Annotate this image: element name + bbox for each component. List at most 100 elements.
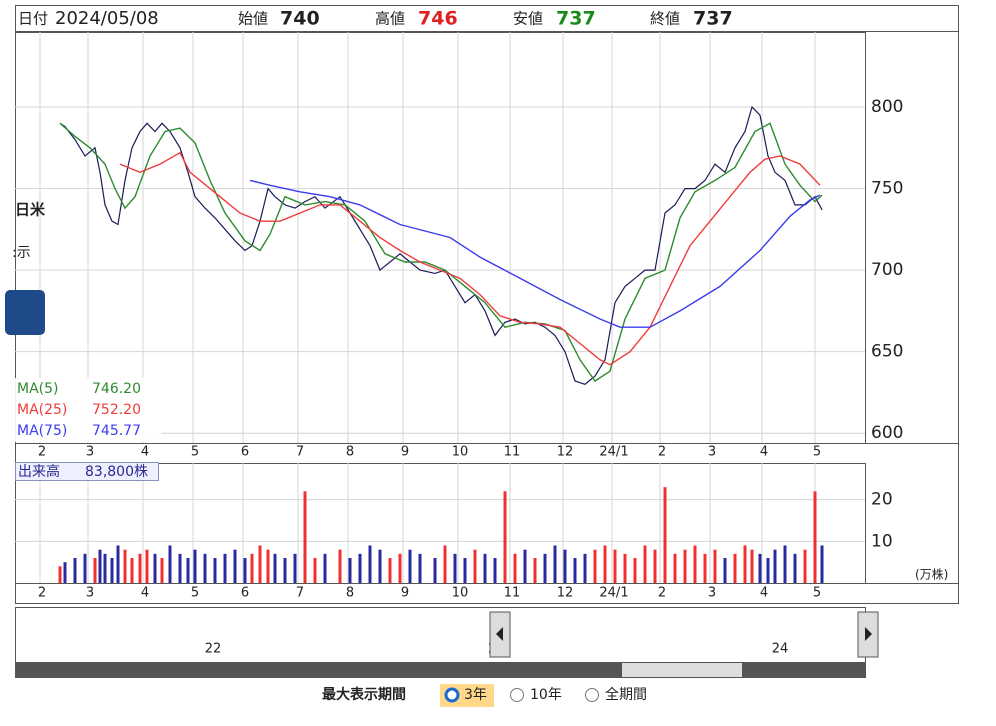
- x-tick-label: 8: [346, 445, 354, 460]
- navigator-label: 22: [205, 642, 222, 657]
- x-tick-label: 9: [401, 445, 409, 460]
- volume-bar: [123, 549, 127, 583]
- x-tick-label: 3: [86, 445, 94, 460]
- volume-bar: [773, 549, 777, 583]
- volume-bar: [178, 553, 182, 583]
- volume-bar: [683, 549, 687, 583]
- x-tick-label: 7: [296, 445, 304, 460]
- x-tick-label: 5: [813, 445, 821, 460]
- volume-bar: [463, 558, 467, 583]
- volume-bar: [820, 545, 824, 583]
- period-option[interactable]: 10年: [530, 687, 562, 703]
- navigator-frame: [15, 607, 866, 663]
- volume-title: 出来高: [18, 463, 60, 480]
- x-tick-label: 2: [658, 586, 666, 601]
- volume-bar: [803, 549, 807, 583]
- volume-bar: [743, 545, 747, 583]
- radio[interactable]: [585, 688, 599, 702]
- close: 737: [693, 8, 733, 30]
- volume-bar: [203, 553, 207, 583]
- period-option[interactable]: 3年: [464, 687, 487, 703]
- x-tick-label: 4: [760, 445, 768, 460]
- y-tick-label: 20: [871, 490, 893, 510]
- x-tick-label: 7: [296, 586, 304, 601]
- volume-bar: [503, 491, 507, 583]
- y-tick-label: 10: [871, 531, 893, 551]
- x-tick-label: 3: [708, 445, 716, 460]
- volume-bar: [266, 549, 270, 583]
- legend-value: 752.20: [92, 402, 141, 418]
- volume-bar: [693, 545, 697, 583]
- volume-bar: [633, 558, 637, 583]
- price-line: [249, 179, 821, 328]
- volume-bar: [673, 553, 677, 583]
- x-tick-label: 10: [452, 586, 469, 601]
- legend-name: MA(25): [17, 402, 67, 418]
- x-tick-label: 4: [141, 445, 149, 460]
- volume-bar: [543, 553, 547, 583]
- volume-bar: [258, 545, 262, 583]
- volume-bar: [388, 558, 392, 583]
- volume-bar: [643, 545, 647, 583]
- volume-bar: [453, 553, 457, 583]
- volume-bar: [250, 553, 254, 583]
- price-line: [59, 105, 823, 385]
- volume-bar: [750, 549, 754, 583]
- scroll-thumb[interactable]: [622, 663, 742, 677]
- sidebar-button[interactable]: [5, 290, 45, 335]
- radio[interactable]: [510, 688, 524, 702]
- volume-bar: [398, 553, 402, 583]
- volume-bar: [313, 558, 317, 583]
- y-tick-label: 650: [871, 342, 903, 362]
- volume-bar: [283, 558, 287, 583]
- volume-bar: [348, 558, 352, 583]
- volume-bar: [733, 553, 737, 583]
- volume-bar: [223, 553, 227, 583]
- close-label: 終値: [650, 10, 680, 28]
- high-label: 高値: [375, 10, 405, 28]
- sidebar-text: :示: [12, 245, 31, 261]
- volume-bar: [493, 558, 497, 583]
- x-tick-label: 2: [38, 445, 46, 460]
- volume-bar: [583, 553, 587, 583]
- x-tick-label: 2: [658, 445, 666, 460]
- x-tick-label: 4: [141, 586, 149, 601]
- volume-bar: [358, 553, 362, 583]
- x-tick-label: 2: [38, 586, 46, 601]
- volume-bar: [713, 549, 717, 583]
- volume-bar: [553, 545, 557, 583]
- navigator-label: 24: [772, 642, 789, 657]
- price-line: [119, 151, 821, 366]
- date: 2024/05/08: [55, 8, 159, 29]
- volume-bar: [653, 549, 657, 583]
- volume-bar: [323, 553, 327, 583]
- low-label: 安値: [513, 10, 543, 28]
- y-tick-label: 600: [871, 423, 903, 443]
- volume-bar: [243, 558, 247, 583]
- volume-bar: [533, 558, 537, 583]
- volume-bar: [603, 545, 607, 583]
- volume-bar: [160, 558, 164, 583]
- volume-bar: [233, 549, 237, 583]
- y-tick-label: 700: [871, 260, 903, 280]
- volume-bar: [513, 553, 517, 583]
- x-tick-label: 6: [241, 586, 249, 601]
- x-tick-label: 24/1: [599, 586, 628, 601]
- x-tick-label: 3: [86, 586, 94, 601]
- volume-bar: [293, 553, 297, 583]
- price-line: [59, 122, 823, 382]
- low: 737: [556, 8, 596, 30]
- plot-frame: [15, 32, 866, 444]
- volume-bar: [758, 553, 762, 583]
- radio-selected[interactable]: [444, 687, 460, 703]
- x-tick-label: 5: [813, 586, 821, 601]
- volume-bar: [58, 566, 62, 583]
- x-tick-label: 24/1: [599, 445, 628, 460]
- x-tick-label: 5: [191, 445, 199, 460]
- volume-bar: [193, 549, 197, 583]
- period-option[interactable]: 全期間: [605, 686, 647, 703]
- volume-bar: [63, 562, 67, 583]
- volume-bar: [73, 558, 77, 583]
- volume-bar: [168, 545, 172, 583]
